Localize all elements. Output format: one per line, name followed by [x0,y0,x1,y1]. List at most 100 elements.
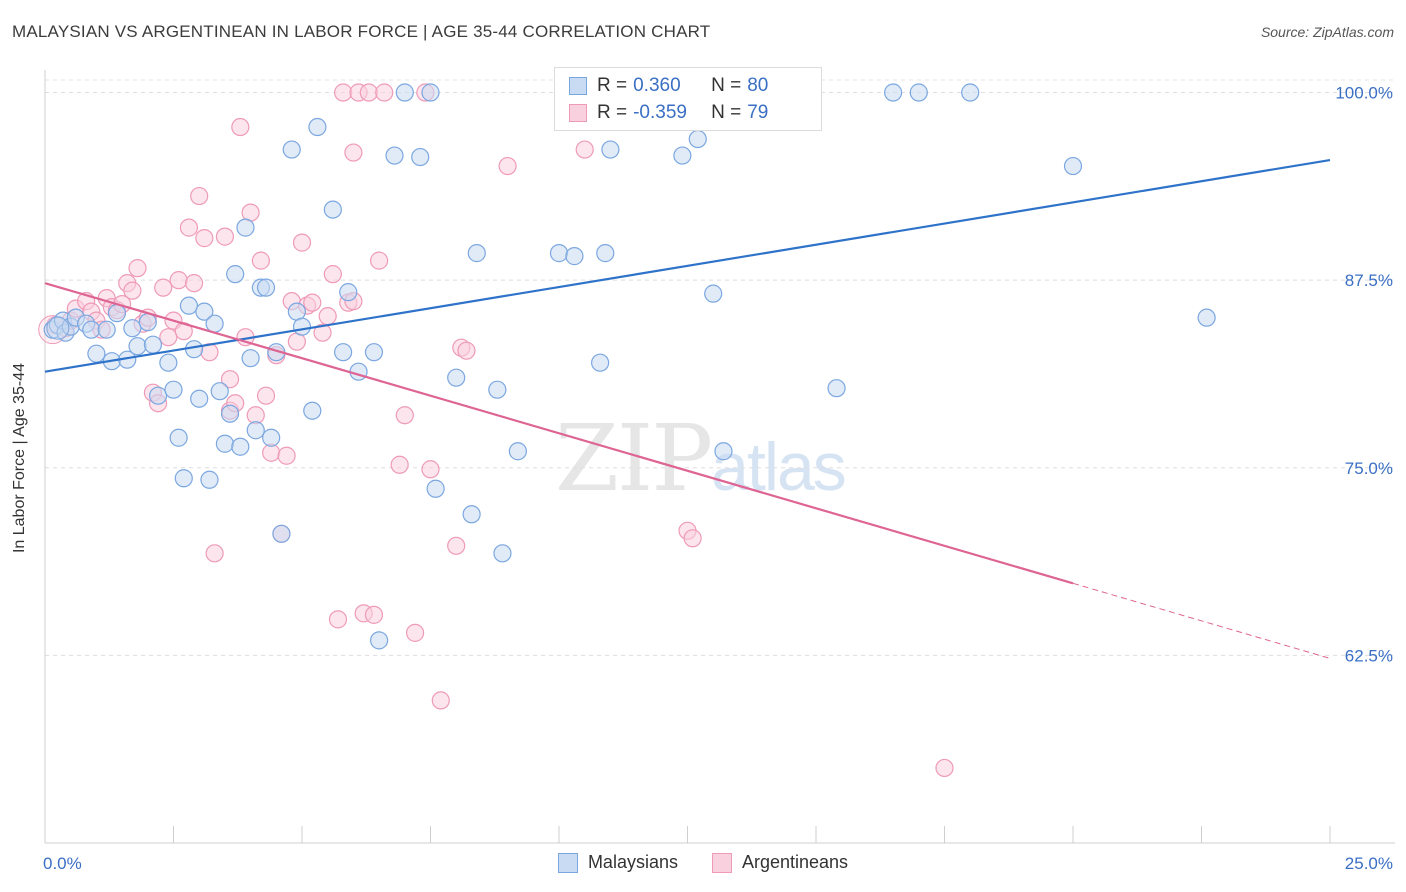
malaysians-point [364,343,384,362]
argentineans-point [123,281,142,300]
malaysians-point [488,380,507,399]
argentineans-point [323,265,342,284]
argentineans-point [292,233,312,252]
legend-item-malaysians[interactable]: Malaysians [557,852,678,873]
malaysians-point [591,353,610,372]
malaysians-point [827,379,846,398]
argentineans-point [431,691,450,710]
malaysians-point [714,442,733,461]
malaysians-point [421,83,440,102]
malaysians-point [1197,308,1216,327]
argentineans-n-label: N = [711,102,742,123]
malaysians-point [138,313,157,332]
malaysians-point [411,147,430,167]
argentineans-point [154,278,173,297]
argentineans-point [184,274,204,293]
malaysians-r-value: 0.360 [633,75,681,96]
argentineans-point [375,83,394,102]
malaysians-point [256,278,276,297]
argentineans-point [277,446,296,465]
legend-item-argentineans[interactable]: Argentineans [711,852,848,873]
argentineans-point [231,117,250,137]
malaysians-point [370,631,389,650]
malaysians-point [205,314,224,333]
malaysians-n-value: 80 [747,75,769,96]
malaysians-point [241,349,260,368]
malaysians-point [164,380,183,399]
malaysians-point [246,421,265,440]
malaysians-point [210,382,229,401]
malaysians-r-label: R = [597,75,628,96]
malaysians-points [43,83,1216,650]
argentineans-swatch [569,104,587,122]
malaysians-point [596,244,615,263]
argentineans-point [395,406,414,425]
argentineans-r-value: -0.359 [633,102,687,123]
malaysians-point [704,284,723,303]
malaysians-n-label: N = [711,75,742,96]
chart-title: MALAYSIAN VS ARGENTINEAN IN LABOR FORCE … [12,22,711,41]
malaysians-point [961,83,980,102]
y-tick-label: 62.5% [1345,646,1393,665]
argentineans-point [457,341,476,360]
argentineans-point [256,386,276,405]
argentineans-point [328,610,348,629]
argentineans-point [683,529,702,548]
malaysians-point [909,83,928,102]
malaysians-point [385,146,404,165]
argentineans-n-value: 79 [747,102,769,123]
malaysians-point [82,320,101,339]
argentineans-point [447,536,466,555]
legend: Malaysians Argentineans [0,852,1406,873]
grid-lines [45,79,1395,656]
argentineans-point [195,229,214,248]
malaysians-point [159,353,178,372]
malaysians-point [493,544,512,563]
malaysians-point [323,200,342,219]
argentineans-point [390,455,409,474]
malaysians-point [462,505,481,524]
legend-label-malaysians: Malaysians [587,852,678,872]
x-tick-label: 0.0% [43,854,82,873]
argentineans-point [205,544,224,563]
y-tick-label: 75.0% [1345,459,1393,478]
malaysians-point [174,469,193,488]
malaysians-point [97,320,116,339]
malaysians-point [282,140,301,159]
malaysians-point [549,244,569,263]
malaysians-point [601,140,620,159]
malaysians-point [169,428,188,447]
y-tick-label: 87.5% [1345,271,1393,290]
stats-box: R = 0.360 N = 80 R = -0.359 N = 79 [554,67,822,131]
malaysians-point [883,83,903,102]
malaysians-point [123,319,142,338]
axes [44,70,1395,844]
malaysians-point [226,265,245,284]
x-tick-label: 25.0% [1345,854,1393,873]
tick-labels: 62.5% 75.0% 87.5% 100.0% 0.0% 25.0% [43,84,1393,873]
watermark: ZIPatlas [555,405,847,512]
malaysians-point [262,428,281,447]
malaysians-swatch [569,77,587,95]
malaysians-point [128,337,147,356]
malaysians-point [673,146,692,165]
malaysians-point [220,404,240,423]
malaysians-point [565,247,584,266]
argentineans-point [179,218,199,237]
stats-row-argentineans: R = -0.359 N = 79 [569,100,768,126]
argentineans-point [364,605,384,624]
malaysians-point [143,335,163,354]
malaysians-point [395,83,414,102]
malaysians-point [87,344,106,363]
malaysians-point [236,218,255,237]
watermark-atlas: atlas [711,429,847,505]
argentineans-point [128,259,147,278]
malaysians-point [200,470,219,489]
malaysians-point [349,362,368,381]
malaysians-point [179,296,199,315]
malaysians-point [339,283,358,302]
malaysians-point [508,442,527,461]
legend-swatch-malaysians [557,852,578,873]
argentineans-trend-extension [1072,582,1331,659]
